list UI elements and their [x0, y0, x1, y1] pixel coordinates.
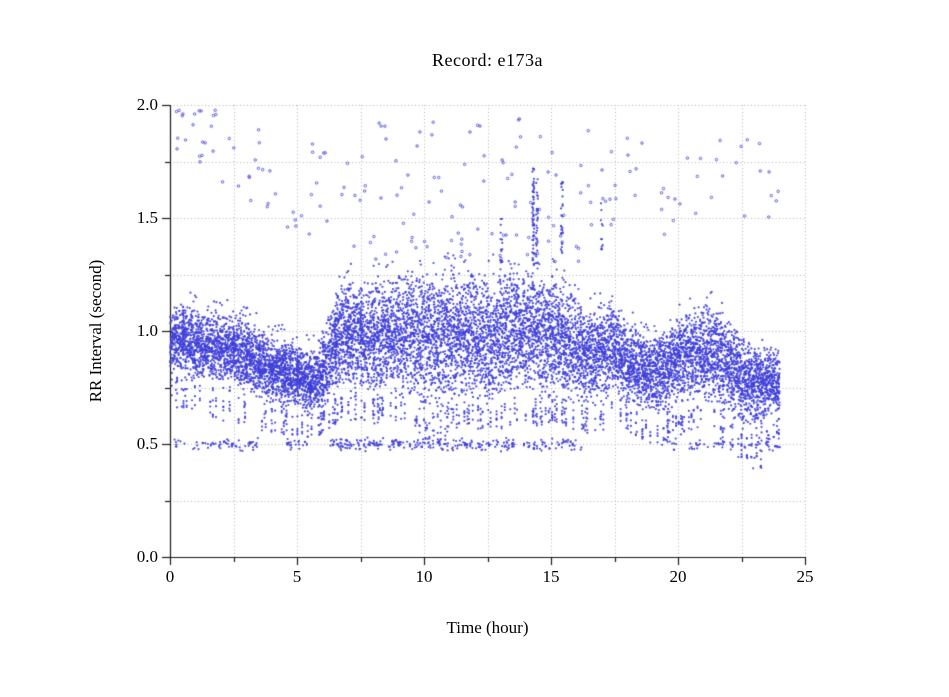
y-tick-label-2.0: 2.0 — [136, 95, 158, 114]
chart-title: Record: e173a — [432, 50, 543, 70]
x-tick-label-15: 15 — [542, 567, 560, 586]
y-tick-label-1.5: 1.5 — [136, 208, 158, 227]
y-tick-label-0.0: 0.0 — [136, 547, 158, 566]
x-tick-label-5: 5 — [292, 567, 302, 586]
y-tick-label-1.0: 1.0 — [136, 321, 158, 340]
y-axis-label: RR Interval (second) — [86, 259, 105, 403]
y-tick-label-0.5: 0.5 — [136, 434, 158, 453]
x-tick-label-0: 0 — [165, 567, 175, 586]
x-tick-label-20: 20 — [669, 567, 687, 586]
x-tick-label-10: 10 — [415, 567, 433, 586]
x-axis-label: Time (hour) — [446, 618, 529, 637]
x-tick-label-25: 25 — [796, 567, 814, 586]
